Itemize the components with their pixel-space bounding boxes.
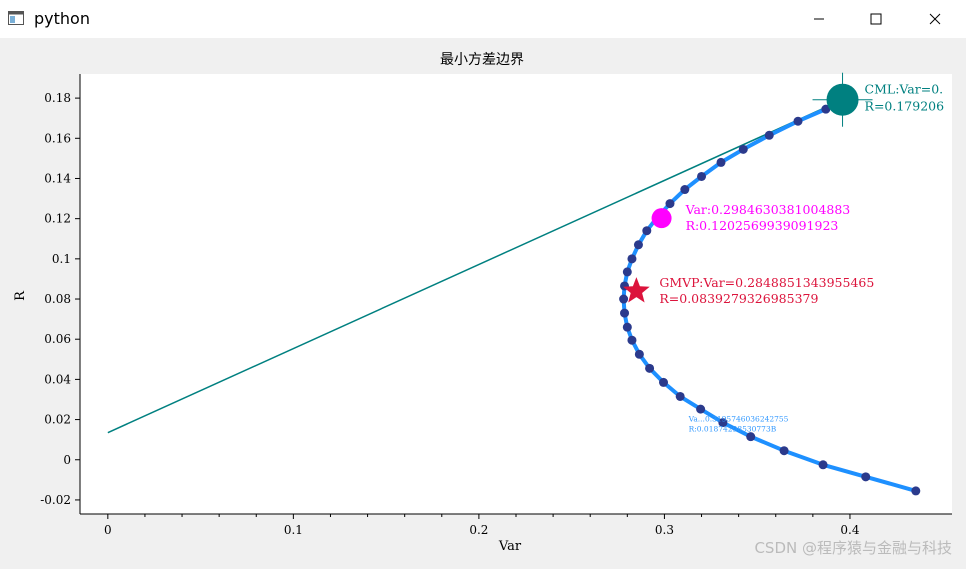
y-tick-label: 0	[63, 453, 71, 467]
frontier-point	[818, 460, 828, 470]
plot-widget: 最小方差边界 0 0.1 0.2 0.3 0.4 -0.02 0 0.02 0.04 0.06 0…	[0, 38, 966, 564]
frontier-point	[634, 349, 644, 359]
window-title: python	[34, 9, 90, 28]
frontier-point	[716, 157, 726, 167]
y-tick-label: 0.04	[44, 372, 71, 386]
y-tick-label: -0.02	[40, 493, 71, 507]
frontier-point	[779, 446, 789, 456]
frontier-point	[718, 418, 728, 428]
x-tick-label: 0.3	[655, 523, 674, 537]
frontier-point	[642, 226, 652, 236]
frontier-point	[627, 254, 637, 264]
y-tick-label: 0.02	[44, 413, 71, 427]
chart-canvas: 最小方差边界 0 0.1 0.2 0.3 0.4 -0.02 0 0.02 0.04 0.06 0…	[13, 52, 952, 554]
y-tick-label: 0.16	[44, 131, 71, 145]
annotation-layer: CML:Var=0. R=0.179206 Var:0.29846303810048…	[623, 72, 945, 434]
y-ticks: -0.02 0 0.02 0.04 0.06 0.08 0.1 0.12 0.14 0.16 0.1…	[40, 91, 80, 507]
frontier-point	[633, 240, 643, 250]
frontier-point	[764, 130, 774, 140]
frontier-point	[738, 144, 748, 154]
small-annotation-var: Va...0.3195746036242755	[688, 415, 789, 424]
frontier-point	[622, 322, 632, 332]
window-titlebar: python	[0, 0, 966, 39]
selected-point-var-label: Var:0.2984630381004883	[685, 202, 851, 217]
x-tick-label: 0.4	[840, 523, 859, 537]
frontier-point	[793, 116, 803, 126]
frontier-point	[622, 267, 632, 277]
gmvp-r-label: R=0.0839279326985379	[659, 291, 818, 306]
frontier-point	[746, 432, 756, 442]
frontier-point	[861, 472, 871, 482]
selected-point-r-label: R:0.1202569939091923	[686, 218, 839, 233]
frontier-point	[665, 199, 675, 209]
minimize-button[interactable]	[796, 0, 842, 38]
frontier-point	[675, 391, 685, 401]
frontier-point	[696, 404, 706, 414]
y-tick-label: 0.1	[52, 252, 71, 266]
x-ticks: 0 0.1 0.2 0.3 0.4	[104, 514, 860, 537]
cml-line	[107, 99, 843, 434]
frontier-point	[911, 486, 921, 496]
x-axis-label: Var	[498, 539, 522, 554]
plot-frame	[80, 74, 952, 514]
y-tick-label: 0.18	[44, 91, 71, 105]
close-icon	[929, 13, 941, 25]
chart-title: 最小方差边界	[440, 52, 524, 68]
x-tick-label: 0	[104, 523, 112, 537]
selected-point	[651, 208, 672, 229]
frontier-point	[680, 185, 690, 195]
y-tick-label: 0.08	[44, 292, 71, 306]
frontier-point	[697, 171, 707, 181]
cml-label-r: R=0.179206	[865, 99, 945, 114]
y-tick-label: 0.12	[44, 212, 71, 226]
series-layer	[107, 95, 921, 496]
window-app-icon	[8, 11, 24, 25]
gmvp-star-marker	[623, 277, 650, 303]
y-axis-label: R	[13, 290, 28, 301]
frontier-point	[821, 104, 831, 114]
cml-label-var: CML:Var=0.	[865, 82, 944, 97]
gmvp-var-label: GMVP:Var=0.2848851343955465	[659, 275, 874, 290]
maximize-button[interactable]	[853, 0, 899, 38]
x-tick-label: 0.2	[469, 523, 488, 537]
frontier-point	[620, 308, 630, 318]
frontier-point	[619, 294, 629, 304]
small-annotation-r: R:0.01874298530773B	[689, 425, 777, 434]
y-tick-label: 0.06	[44, 332, 71, 346]
frontier-point	[658, 377, 668, 387]
frontier-point	[627, 335, 637, 345]
maximize-icon	[870, 13, 882, 25]
y-tick-label: 0.14	[44, 171, 71, 185]
close-button[interactable]	[912, 0, 958, 38]
watermark: CSDN @程序猿与金融与科技	[754, 539, 952, 557]
minimize-icon	[814, 18, 824, 20]
cml-tangent-point	[826, 83, 859, 116]
x-tick-label: 0.1	[284, 523, 303, 537]
frontier-point	[645, 363, 655, 373]
